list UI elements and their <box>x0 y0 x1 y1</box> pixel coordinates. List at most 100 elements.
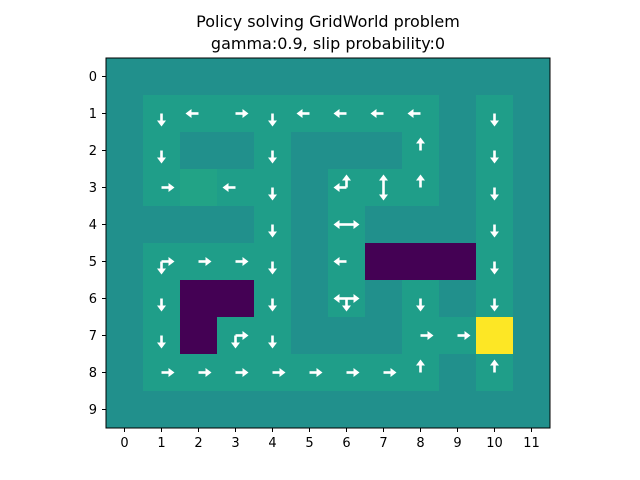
chart-subtitle: gamma:0.9, slip probability:0 <box>211 34 445 53</box>
arrow-right-head <box>353 368 360 377</box>
policy-arrow-group <box>490 224 499 238</box>
grid-cell-wall <box>291 280 329 318</box>
grid-cell-start <box>180 169 218 207</box>
policy-arrow-group <box>157 335 166 349</box>
arrow-left-head <box>370 109 377 118</box>
grid-cell-free <box>217 169 255 207</box>
arrow-down-head <box>157 268 166 275</box>
arrow-up-head <box>490 359 499 366</box>
grid-cell-wall <box>439 169 477 207</box>
policy-arrow-group <box>490 359 499 373</box>
y-axis: 0 1 2 3 4 5 6 7 8 9 <box>89 70 106 418</box>
grid-cell-free <box>476 354 514 392</box>
x-tick-label: 4 <box>268 436 276 451</box>
grid-cell-penalty <box>365 243 403 281</box>
y-tick-label: 5 <box>89 255 97 270</box>
policy-arrow-group <box>420 331 434 340</box>
x-tick-label: 3 <box>231 436 239 451</box>
policy-arrow-group <box>235 109 249 118</box>
y-tick-label: 3 <box>89 181 97 196</box>
arrow-down-head <box>157 305 166 312</box>
arrow-right-head <box>353 220 360 229</box>
grid-cell-wall <box>439 58 477 96</box>
arrow-left-head <box>333 220 340 229</box>
arrow-right-head <box>168 183 175 192</box>
grid-cell-wall <box>180 391 218 429</box>
arrow-down-head <box>268 157 277 164</box>
arrow-right-head <box>205 257 212 266</box>
policy-arrow-group <box>457 331 471 340</box>
x-tick-label: 8 <box>416 436 424 451</box>
arrow-up-head <box>416 137 425 144</box>
grid-cell-wall <box>217 391 255 429</box>
grid-cell-wall <box>402 391 440 429</box>
grid-cell-free <box>328 169 366 207</box>
arrow-left-head <box>296 109 303 118</box>
x-tick-label: 7 <box>379 436 387 451</box>
grid-cells <box>106 58 551 429</box>
policy-arrow-group <box>370 109 384 118</box>
grid-cell-wall <box>106 206 144 244</box>
policy-arrow-group <box>268 335 277 349</box>
grid-cell-wall <box>439 95 477 133</box>
grid-cell-wall <box>328 132 366 170</box>
policy-arrow-group <box>490 150 499 164</box>
policy-arrow-group <box>198 368 212 377</box>
grid-cell-wall <box>180 58 218 96</box>
arrow-left-head <box>185 109 192 118</box>
policy-arrows <box>157 109 499 377</box>
grid-cell-wall <box>439 280 477 318</box>
grid-cell-wall <box>402 58 440 96</box>
policy-arrow-group <box>235 368 249 377</box>
grid-cell-wall <box>439 391 477 429</box>
arrow-down-head <box>231 342 240 349</box>
arrow-up-head <box>342 174 351 181</box>
arrow-right-head <box>390 368 397 377</box>
grid-cell-wall <box>106 58 144 96</box>
x-tick-label: 1 <box>157 436 165 451</box>
grid-cell-free <box>328 243 366 281</box>
policy-arrow-group <box>407 109 421 118</box>
policy-arrow-group <box>346 368 360 377</box>
grid-cell-wall <box>365 280 403 318</box>
policy-arrow-group <box>333 109 347 118</box>
policy-arrow-group <box>490 187 499 201</box>
y-tick-label: 0 <box>89 70 97 85</box>
grid-cell-wall <box>217 58 255 96</box>
policy-arrow-group <box>157 257 175 275</box>
policy-arrow-group <box>161 183 175 192</box>
grid-cell-wall <box>106 243 144 281</box>
grid-cell-penalty <box>439 243 477 281</box>
grid-cell-wall <box>106 95 144 133</box>
grid-cell-wall <box>513 317 551 355</box>
x-axis: 0 1 2 3 4 5 6 7 8 9 10 11 <box>120 428 540 451</box>
x-tick-label: 6 <box>342 436 350 451</box>
arrow-right-head <box>427 331 434 340</box>
policy-arrow-group <box>416 298 425 312</box>
grid-cell-wall <box>402 206 440 244</box>
grid-cell-wall <box>365 206 403 244</box>
grid-cell-free <box>402 354 440 392</box>
policy-arrow-group <box>333 174 351 192</box>
arrow-down-head <box>379 194 388 201</box>
y-tick-label: 1 <box>89 107 97 122</box>
y-tick-label: 4 <box>89 218 97 233</box>
grid-cell-wall <box>513 169 551 207</box>
policy-arrow-group <box>309 368 323 377</box>
arrow-right-head <box>279 368 286 377</box>
grid-cell-wall <box>513 95 551 133</box>
arrow-right-head <box>464 331 471 340</box>
policy-arrow-group <box>235 257 249 266</box>
y-tick-label: 9 <box>89 403 97 418</box>
arrow-down-head <box>490 157 499 164</box>
grid-cell-wall <box>143 391 181 429</box>
arrow-left-head <box>333 294 340 303</box>
grid-cell-wall <box>439 132 477 170</box>
arrow-left-head <box>333 183 340 192</box>
grid-cell-free <box>365 95 403 133</box>
arrow-down-head <box>268 305 277 312</box>
arrow-down-head <box>268 342 277 349</box>
arrow-up-head <box>379 174 388 181</box>
grid-cell-wall <box>106 317 144 355</box>
grid-cell-wall <box>106 169 144 207</box>
